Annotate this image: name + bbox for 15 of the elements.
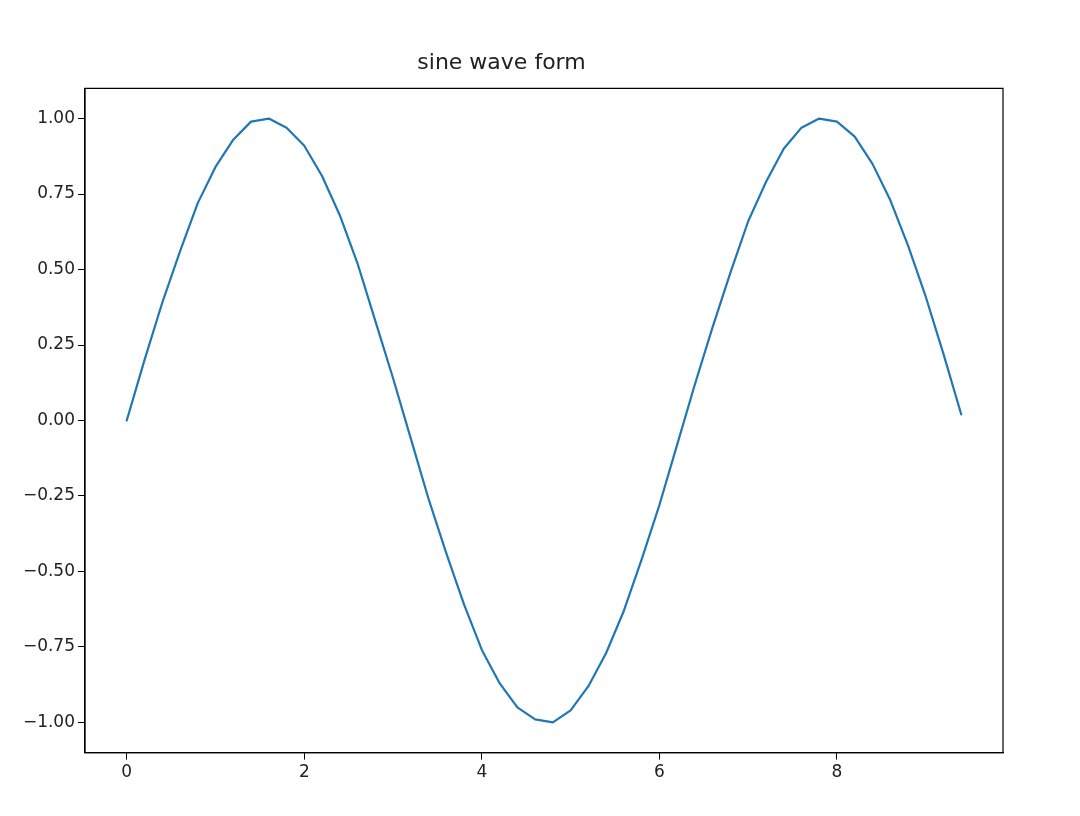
y-tick-label: 0.00 (37, 408, 75, 429)
y-tick-label: 0.50 (37, 257, 75, 278)
y-tick-label: −0.50 (22, 559, 75, 580)
y-tick-label: −1.00 (22, 710, 75, 731)
x-tick-label: 2 (298, 761, 310, 782)
y-tick-label: 0.25 (37, 333, 75, 354)
y-tick-label: 1.00 (37, 107, 75, 128)
y-tick-label: −0.75 (22, 635, 75, 656)
x-tick-label: 6 (654, 761, 665, 782)
chart-title: sine wave form (417, 48, 586, 74)
y-tick-label: 0.75 (37, 182, 75, 203)
x-tick-label: 8 (831, 761, 843, 782)
x-tick-label: 4 (476, 761, 488, 782)
x-tick-label: 0 (121, 761, 133, 782)
y-tick-label: −0.25 (22, 484, 75, 505)
